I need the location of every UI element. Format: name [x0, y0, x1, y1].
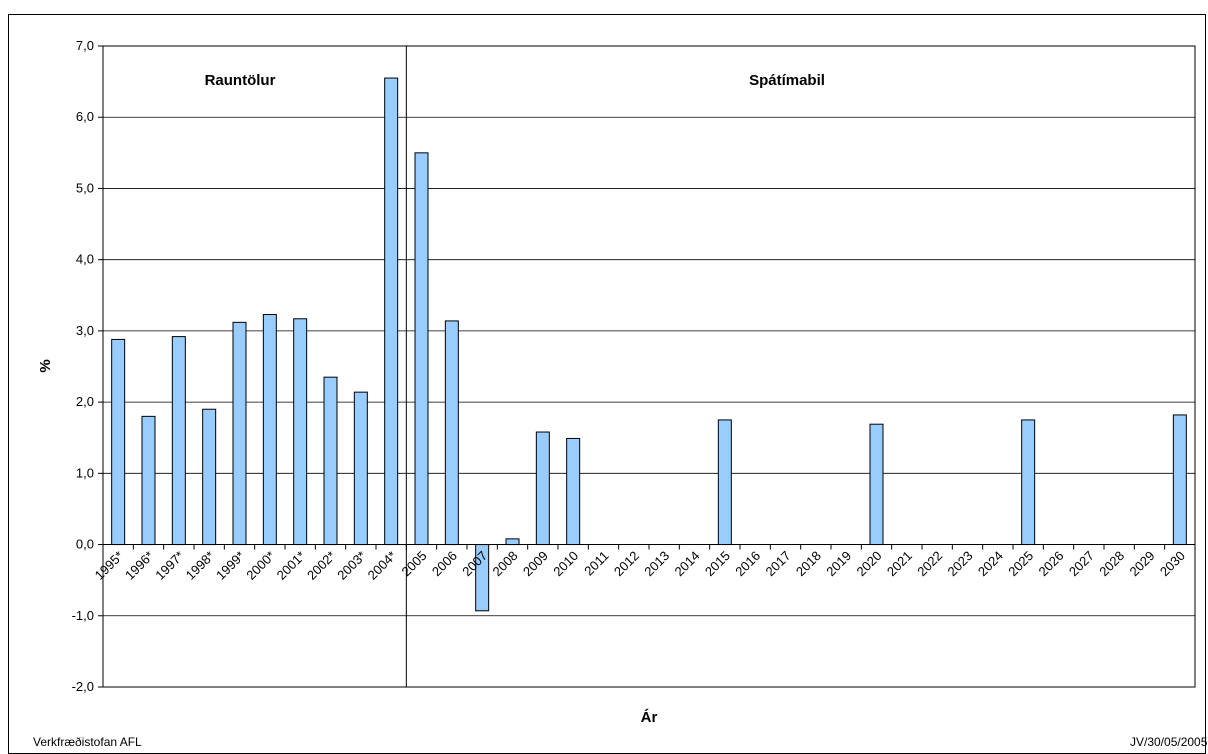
x-tick-label: 2027 [1066, 548, 1097, 579]
annotation-forecast: Spátímabil [749, 72, 825, 89]
x-tick-label: 2029 [1127, 548, 1158, 579]
y-tick-label: 0,0 [76, 537, 94, 552]
bar [262, 314, 277, 546]
x-tick-label: 2012 [611, 548, 642, 579]
x-tick-label: 2030 [1157, 548, 1188, 579]
x-tick-label: 2010 [550, 548, 581, 579]
x-tick-label: 1997* [152, 548, 187, 583]
x-tick-label: 2024 [975, 548, 1006, 579]
x-tick-label: 2013 [641, 548, 672, 579]
x-tick-label: 2004* [365, 548, 400, 583]
y-tick-label: -1,0 [72, 608, 94, 623]
x-tick-label: 1996* [122, 548, 157, 583]
annotation-actuals: Rauntölur [205, 72, 276, 89]
x-tick-label: 2000* [243, 548, 278, 583]
y-tick-label: 7,0 [76, 38, 94, 53]
x-axis-title: Ár [641, 709, 658, 726]
bar [384, 77, 399, 546]
bar [141, 415, 156, 546]
bar [171, 336, 186, 546]
y-tick-label: -2,0 [72, 679, 94, 694]
bar [505, 538, 520, 546]
y-tick-label: 3,0 [76, 323, 94, 338]
x-tick-label: 2015 [702, 548, 733, 579]
x-tick-label: 2018 [793, 548, 824, 579]
x-tick-label: 2016 [732, 548, 763, 579]
x-tick-label: 2008 [490, 548, 521, 579]
y-tick-label: 2,0 [76, 394, 94, 409]
x-tick-label: 2014 [672, 548, 703, 579]
x-tick-label: 2005 [399, 548, 430, 579]
bar [717, 419, 732, 546]
y-tick-label: 6,0 [76, 109, 94, 124]
x-tick-label: 2001* [274, 548, 309, 583]
x-tick-label: 2028 [1096, 548, 1127, 579]
x-tick-label: 2026 [1036, 548, 1067, 579]
bar [566, 437, 581, 546]
y-tick-label: 4,0 [76, 252, 94, 267]
y-axis-title: % [37, 359, 54, 372]
footer-left: Verkfræðistofan AFL [33, 735, 142, 749]
bar [414, 152, 429, 546]
bar [535, 431, 550, 546]
x-tick-label: 1999* [213, 548, 248, 583]
x-tick-label: 2023 [945, 548, 976, 579]
x-tick-label: 2022 [914, 548, 945, 579]
bar [353, 391, 368, 546]
bar [444, 320, 459, 546]
x-tick-label: 2025 [1005, 548, 1036, 579]
y-tick-label: 5,0 [76, 180, 94, 195]
bar [232, 321, 247, 546]
bar [202, 408, 217, 546]
x-tick-label: 2006 [429, 548, 460, 579]
bar [1021, 419, 1036, 546]
bar [1172, 414, 1187, 546]
bar [111, 338, 126, 546]
x-tick-label: 2002* [304, 548, 339, 583]
x-tick-label: 2021 [884, 548, 915, 579]
x-tick-label: 1995* [92, 548, 127, 583]
x-tick-label: 2003* [334, 548, 369, 583]
y-tick-label: 1,0 [76, 465, 94, 480]
x-tick-label: 1998* [183, 548, 218, 583]
plot-area [102, 45, 1196, 688]
x-tick-label: 2019 [823, 548, 854, 579]
x-tick-label: 2017 [763, 548, 794, 579]
bar [293, 318, 308, 546]
footer-right: JV/30/05/2005 [1130, 735, 1208, 749]
bar [323, 376, 338, 546]
x-tick-label: 2020 [854, 548, 885, 579]
x-tick-label: 2011 [581, 548, 611, 578]
bar [869, 423, 884, 546]
x-tick-label: 2009 [520, 548, 551, 579]
